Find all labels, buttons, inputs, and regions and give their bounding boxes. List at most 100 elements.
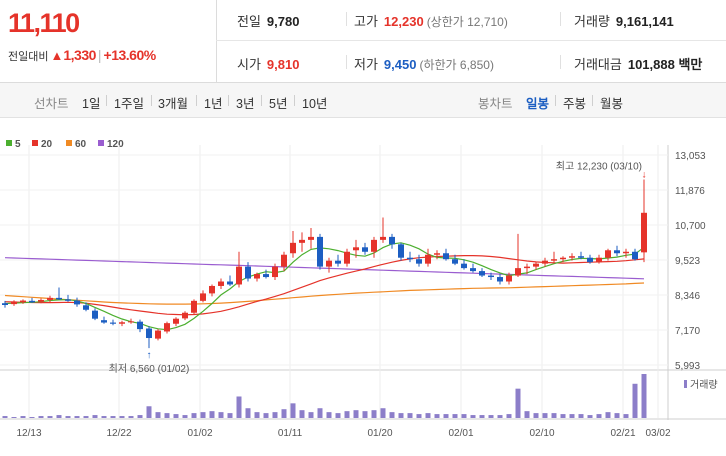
candle-body [11, 301, 17, 305]
volume-bar [110, 416, 116, 418]
candle-body [56, 297, 62, 300]
toolbar-separator [151, 95, 152, 106]
legend-ma60: 60 [66, 139, 86, 150]
candle-body [596, 257, 602, 263]
open-value: 9,810 [266, 57, 300, 72]
candle-body [641, 212, 647, 253]
candle-body [434, 253, 440, 255]
candle-body [524, 266, 530, 269]
candle-body [443, 253, 449, 260]
volume-bar [470, 415, 476, 418]
candle-body [416, 259, 422, 264]
candle-body [173, 318, 179, 324]
period-1d[interactable]: 1일 [82, 97, 101, 111]
high-arrow-icon: ↓ [642, 169, 647, 180]
candle-body [452, 259, 458, 264]
volume-bar [191, 413, 197, 418]
volume-bar [641, 374, 647, 418]
candle-daily[interactable]: 일봉 [526, 97, 550, 111]
period-3y[interactable]: 3년 [236, 97, 255, 111]
volume-bar [560, 414, 566, 418]
volume-value: 9,161,141 [615, 14, 674, 29]
low-value: 9,450 [383, 57, 417, 72]
period-5y[interactable]: 5년 [269, 97, 288, 111]
volume-bar [461, 414, 467, 418]
low-arrow-icon: ↑ [147, 350, 152, 361]
volume-label: 거래량 [574, 14, 610, 29]
ma5-label: 5 [15, 139, 21, 150]
volume-bar [245, 408, 251, 418]
candle-body [155, 330, 161, 339]
open: 시가 9,810 [237, 54, 299, 73]
volume: 거래량 9,161,141 [574, 11, 674, 30]
low-label: 저가 [354, 57, 378, 72]
high-annotation: 최고 12,230 (03/10) [556, 160, 642, 172]
ma120-line [4, 257, 645, 280]
x-tick-label: 12/13 [16, 428, 41, 439]
candle-body [371, 239, 377, 252]
candle-body [236, 266, 242, 285]
period-10y[interactable]: 10년 [302, 97, 328, 111]
candle-body [533, 263, 539, 267]
candle-body [515, 268, 521, 276]
volume-bar [20, 416, 26, 418]
volume-bar [2, 416, 8, 418]
x-tick-label: 02/01 [448, 428, 473, 439]
candle-body [623, 251, 629, 254]
period-1w[interactable]: 1주일 [114, 97, 144, 111]
volume-bar [524, 411, 530, 418]
candle-body [290, 242, 296, 254]
volume-bar [587, 415, 593, 418]
amount-value: 101,888 백만 [627, 57, 703, 72]
candle-body [479, 271, 485, 276]
x-tick-label: 02/21 [610, 428, 635, 439]
volume-bar [407, 413, 413, 418]
prev-close: 전일 9,780 [237, 11, 299, 30]
volume-bar [605, 412, 611, 418]
period-1y[interactable]: 1년 [204, 97, 223, 111]
ma5-swatch [6, 140, 12, 146]
candle-monthly[interactable]: 월봉 [600, 97, 624, 111]
candle-body [308, 236, 314, 240]
y-tick-label: 11,876 [675, 186, 705, 197]
volume-bar [425, 413, 431, 418]
volume-bar [515, 388, 521, 418]
current-price: 11,110 [8, 8, 80, 38]
prev-close-label: 전일 [237, 14, 261, 29]
low-annotation: 최저 6,560 (01/02) [109, 363, 190, 375]
candle-body [461, 263, 467, 269]
volume-bar [56, 415, 62, 418]
volume-bar [443, 414, 449, 418]
volume-bar [92, 415, 98, 418]
candle-body [398, 244, 404, 258]
volume-bar [29, 417, 35, 418]
period-3m[interactable]: 3개월 [158, 97, 188, 111]
candle-body [20, 300, 26, 303]
candle-body [47, 297, 53, 300]
high-label: 고가 [354, 14, 378, 29]
y-tick-label: 5,993 [675, 361, 700, 372]
candle-body [281, 254, 287, 267]
candle-body [587, 257, 593, 263]
day-high: 고가 12,230 (상한가 12,710) [354, 11, 508, 30]
volume-bar [11, 417, 17, 418]
ma60-label: 60 [75, 139, 87, 150]
volume-bar [236, 396, 242, 418]
ma120-label: 120 [107, 139, 124, 150]
candle-body [119, 322, 125, 324]
volume-bar [182, 415, 188, 418]
candle-body [389, 236, 395, 245]
candle-body [128, 321, 134, 323]
candle-body [182, 312, 188, 319]
candle-body [614, 250, 620, 254]
x-tick-label: 01/20 [367, 428, 392, 439]
volume-bar [281, 409, 287, 418]
toolbar-separator [555, 95, 556, 106]
volume-bar [362, 411, 368, 418]
volume-bar [371, 410, 377, 418]
candle-body [110, 322, 116, 324]
volume-bar [74, 416, 80, 418]
candle-body [326, 260, 332, 267]
volume-label: 거래량 [690, 379, 718, 391]
candle-weekly[interactable]: 주봉 [563, 97, 587, 111]
